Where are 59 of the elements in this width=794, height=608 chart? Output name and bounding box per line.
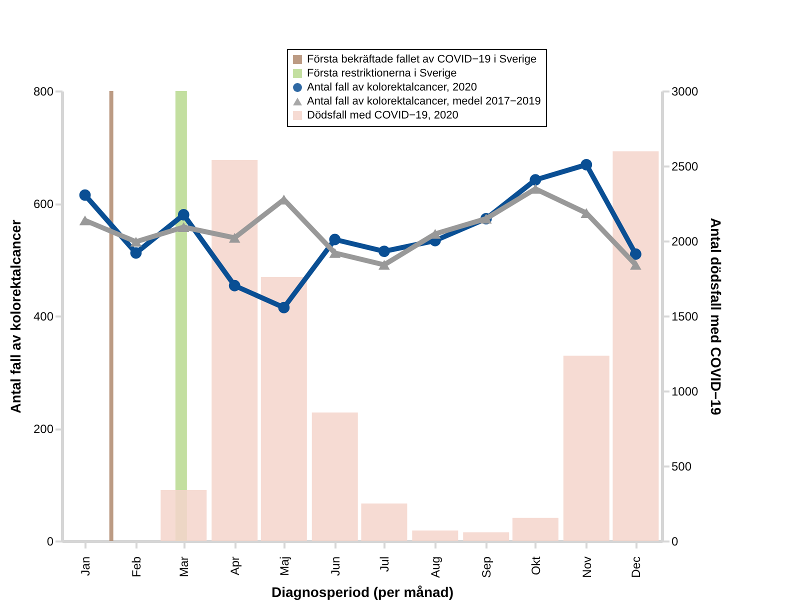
x-tick-label: Jun [328, 556, 342, 576]
point [378, 246, 390, 257]
x-tick-label: Mar [177, 556, 192, 578]
point [228, 232, 240, 243]
point [278, 302, 290, 314]
point [378, 260, 390, 270]
y2-tick-label: 2000 [672, 234, 699, 248]
x-tick-label: Apr [228, 556, 242, 576]
y2-tick-label: 2500 [672, 160, 699, 174]
x-tick-label: Jul [378, 556, 392, 572]
bar [563, 356, 610, 541]
y2-tick-label: 3000 [672, 84, 699, 98]
bar [463, 532, 510, 541]
x-tick-label: Feb [129, 556, 144, 578]
point [329, 234, 341, 246]
x-tick-label: Dec [629, 556, 644, 578]
bar [361, 504, 408, 541]
y2-tick-label: 500 [672, 460, 692, 474]
x-tick-label: Maj [277, 556, 292, 576]
bar [512, 518, 558, 541]
bar [260, 277, 307, 541]
x-tick-label: Jan [78, 556, 93, 576]
point [580, 159, 592, 170]
point [130, 236, 142, 247]
y2-tick-label: 0 [672, 534, 678, 548]
bar [160, 490, 207, 541]
x-tick-label: Aug [428, 556, 443, 578]
y2-tick-label: 1000 [672, 384, 699, 398]
point [228, 280, 240, 292]
y2-tick-label: 1500 [672, 310, 699, 324]
bar [212, 160, 258, 541]
y-tick-label: 600 [33, 197, 54, 211]
x-axis-title: Diagnosperiod (per månad) [271, 584, 454, 600]
point [130, 247, 142, 259]
legend-label: Dödsfall med COVID−19, 2020 [307, 110, 458, 122]
point [79, 215, 91, 226]
point [630, 248, 642, 260]
bar [312, 412, 358, 541]
y-tick-label: 400 [33, 310, 54, 324]
x-tick-label: Nov [580, 556, 594, 578]
point [530, 174, 542, 186]
point [630, 260, 642, 270]
x-tick-label: Okt [528, 556, 543, 576]
y-tick-label: 0 [46, 534, 54, 548]
point [178, 222, 190, 232]
point [79, 189, 91, 201]
y-tick-label: 800 [33, 84, 54, 98]
y-axis-title: Antal fall av kolorektalcancer [7, 219, 24, 414]
bar [612, 151, 659, 541]
legend-label: Första restriktionerna i Sverige [307, 68, 457, 80]
y2-axis-title: Antal dödsfall med COVID−19 [708, 218, 724, 416]
point [178, 209, 190, 220]
legend-label: Första bekräftade fallet av COVID−19 i Sverige [307, 54, 537, 66]
bar [412, 530, 458, 541]
legend-label: Antal fall av kolorektalcancer, 2020 [307, 82, 477, 94]
legend-label: Antal fall av kolorektalcancer, medel 2017−2019 [307, 96, 541, 108]
point [329, 248, 341, 258]
y-tick-label: 200 [33, 422, 54, 436]
x-tick-label: Sep [480, 556, 494, 578]
